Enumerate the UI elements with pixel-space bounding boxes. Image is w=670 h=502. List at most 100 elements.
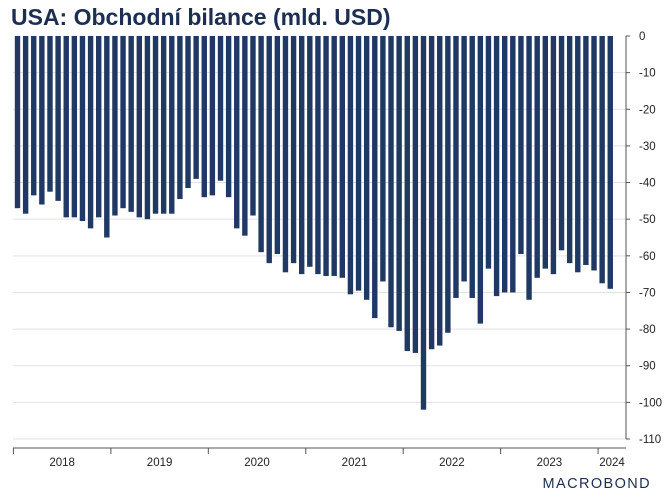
y-tick-label: -70 <box>639 287 656 299</box>
x-tick-label: 2018 <box>49 457 75 469</box>
bar <box>510 36 516 293</box>
bar <box>420 36 427 410</box>
bar <box>591 36 597 271</box>
bar <box>242 36 248 236</box>
y-tick-label: -40 <box>639 178 656 190</box>
x-axis-ticks: 2018 2019 2020 2021 2022 2023 2024 <box>12 448 625 469</box>
bar <box>152 36 159 214</box>
y-tick-label: -110 <box>639 434 661 446</box>
bar <box>144 36 151 220</box>
bar <box>363 36 370 300</box>
bar <box>225 36 232 198</box>
bar <box>209 36 216 196</box>
bar <box>79 36 86 222</box>
bar <box>55 36 61 201</box>
bar <box>355 36 362 291</box>
bar <box>493 36 500 297</box>
bar <box>566 36 573 264</box>
x-tick-label: 2019 <box>147 457 173 469</box>
bar <box>550 36 557 275</box>
bar <box>412 36 419 353</box>
bar <box>428 36 435 350</box>
bar <box>47 36 53 192</box>
chart-title: USA: Obchodní bilance (mld. USD) <box>11 4 391 30</box>
bar <box>542 36 548 269</box>
bar <box>380 36 386 282</box>
bar <box>461 36 467 282</box>
bar <box>323 36 329 276</box>
bar <box>534 36 540 278</box>
bar <box>477 36 484 324</box>
bars <box>14 36 613 410</box>
axes <box>13 36 627 449</box>
bar <box>112 36 118 216</box>
y-axis-ticks: 0 -10 -20 -30 -40 -50 -60 -70 -80 -90 -100 -110 <box>626 31 662 446</box>
bar <box>250 36 256 216</box>
bar <box>583 36 589 265</box>
bar <box>39 36 45 205</box>
bar <box>299 36 305 275</box>
bar <box>193 36 199 179</box>
x-tick-label: 2023 <box>537 457 563 469</box>
bar <box>307 36 313 267</box>
bar <box>607 36 613 289</box>
bar <box>71 36 78 218</box>
bar <box>234 36 240 229</box>
bar <box>526 36 532 300</box>
y-tick-label: 0 <box>639 31 645 43</box>
bar <box>575 36 581 273</box>
bar <box>347 36 354 295</box>
bar <box>372 36 378 319</box>
bar <box>217 36 224 181</box>
bar <box>104 36 110 238</box>
bar <box>315 36 321 275</box>
bar <box>404 36 410 352</box>
y-tick-label: -50 <box>639 214 656 226</box>
bar <box>87 36 94 229</box>
y-tick-label: -100 <box>639 397 662 409</box>
bar <box>502 36 508 293</box>
y-tick-label: -20 <box>639 104 656 116</box>
bar <box>185 36 191 189</box>
bar <box>63 36 69 218</box>
bar <box>266 36 272 264</box>
bar <box>96 36 102 218</box>
bar <box>274 36 281 254</box>
bar <box>160 36 167 214</box>
bar <box>331 36 337 276</box>
bar <box>339 36 345 278</box>
bar <box>31 36 37 196</box>
bar <box>22 36 29 214</box>
bar <box>290 36 297 264</box>
bar <box>120 36 126 209</box>
y-tick-label: -30 <box>639 141 656 153</box>
bar <box>396 36 402 331</box>
bar <box>128 36 134 212</box>
x-tick-label: 2021 <box>342 457 368 469</box>
bar <box>177 36 183 200</box>
bar <box>201 36 207 198</box>
x-tick-label: 2024 <box>599 457 625 469</box>
bar <box>169 36 175 214</box>
macrobond-logo: MACROBOND <box>542 476 651 492</box>
bar <box>453 36 459 298</box>
x-tick-label: 2020 <box>244 457 270 469</box>
y-tick-label: -90 <box>639 361 656 373</box>
bar <box>445 36 451 333</box>
bar <box>282 36 289 273</box>
y-tick-label: -80 <box>639 324 656 336</box>
bar <box>469 36 475 298</box>
bar <box>136 36 142 218</box>
bar <box>599 36 605 284</box>
bar <box>558 36 565 251</box>
bar <box>485 36 492 269</box>
y-tick-label: -60 <box>639 251 656 263</box>
x-tick-label: 2022 <box>439 457 465 469</box>
y-tick-label: -10 <box>639 68 656 80</box>
bar <box>14 36 21 209</box>
bar <box>258 36 264 253</box>
bar <box>388 36 394 328</box>
bar <box>518 36 524 254</box>
bar <box>437 36 443 346</box>
